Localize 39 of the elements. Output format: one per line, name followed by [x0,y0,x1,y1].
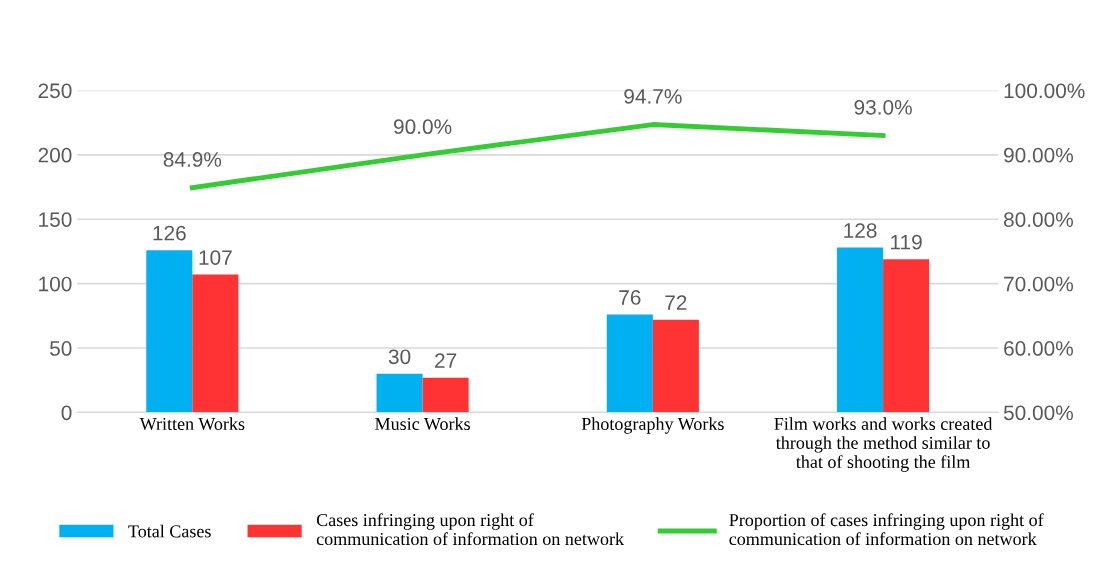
y-tick-label: 50 [50,341,72,356]
bar [606,314,653,413]
data-label: 76 [619,290,641,305]
x-tick-label: Music Works [375,417,470,431]
legend-label: Proportion of cases infringing upon right of communication of information on network [729,513,1044,546]
y-tick-label: 200 [38,147,72,163]
bar [192,274,239,413]
x-tick-label: Written Works [139,417,245,431]
x-tick-label: Photography Works [581,417,724,434]
data-label: 94.7% [624,89,682,104]
x-tick-label: Film works and works created through the method similar to that of shooting the film [774,417,993,472]
data-label: 30 [388,349,411,365]
data-label: 27 [435,353,457,368]
bar [883,259,930,413]
data-label: 119 [891,234,922,250]
bar [422,377,469,413]
y-tick-label: 150 [39,212,72,227]
data-label: 84.9% [163,152,222,167]
data-label: 93.0% [854,99,912,115]
y2-tick-label: 60.00% [1004,341,1073,356]
y2-tick-label: 70.00% [1004,276,1073,292]
legend-label: Cases infringing upon right of communication of information on network [316,513,625,546]
legend-label: Total Cases [128,524,211,538]
data-label: 126 [153,225,186,241]
bar [146,250,193,413]
y2-tick-label: 80.00% [1003,212,1073,227]
y2-tick-label: 90.00% [1004,147,1073,163]
data-label: 107 [199,250,232,265]
bar [652,319,699,413]
y2-tick-label: 100.00% [1004,83,1085,99]
bar [837,247,884,413]
y-tick-label: 250 [38,83,72,99]
data-label: 90.0% [394,119,452,135]
data-label: 72 [665,295,687,310]
y-tick-label: 0 [61,405,72,421]
data-label: 128 [844,223,877,238]
bar [376,373,423,413]
y-tick-label: 100 [39,276,72,292]
y2-tick-label: 50.00% [1003,405,1073,421]
